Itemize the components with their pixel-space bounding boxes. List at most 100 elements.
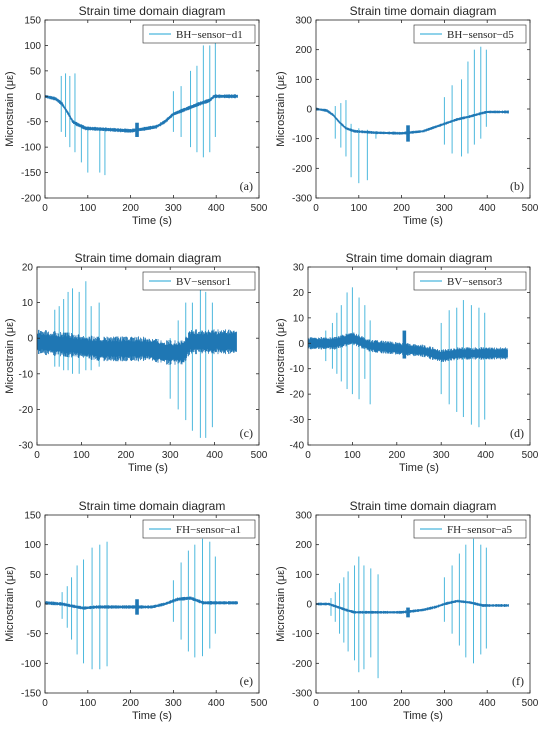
chart-panel: 0 100 200 300 400 500 -200 -150 -100 -50 0 50 100 150… — [4, 4, 268, 227]
x-tick-label: 400 — [206, 450, 223, 461]
chart-title: Strain time domain diagram — [350, 4, 497, 18]
y-tick-label: -40 — [290, 441, 305, 452]
x-tick-label: 0 — [42, 203, 48, 214]
chart-panel: 0 100 200 300 400 500 -30 -20 -10 0 10 20 Strain tim… — [4, 251, 268, 474]
x-axis-label: Time (s) — [403, 710, 443, 722]
legend-box — [142, 24, 256, 44]
y-tick-label: 0 — [35, 600, 41, 611]
y-axis-label: Microstrain (με) — [275, 566, 287, 641]
panel-tag: (d) — [510, 426, 524, 440]
y-tick-label: -50 — [27, 117, 42, 128]
x-tick-label: 100 — [73, 450, 90, 461]
legend-entry: FH−sensor−a5 — [447, 524, 512, 536]
y-tick-label: 50 — [30, 570, 42, 581]
x-tick-label: 200 — [117, 450, 134, 461]
x-axis-label: Time (s) — [132, 710, 172, 722]
x-tick-label: 0 — [42, 698, 48, 709]
y-axis-label: Microstrain (με) — [4, 566, 16, 641]
burst-mark — [406, 125, 410, 142]
y-tick-label: -200 — [21, 194, 41, 205]
axes-frame — [307, 266, 531, 446]
y-tick-label: 20 — [293, 288, 305, 299]
burst-mark — [135, 122, 139, 137]
series-line — [37, 329, 237, 365]
x-tick-label: 500 — [251, 698, 268, 709]
x-tick-label: 200 — [122, 698, 139, 709]
series-line — [45, 94, 238, 133]
plot-data — [45, 538, 238, 670]
x-tick-label: 100 — [350, 203, 367, 214]
x-tick-label: 400 — [208, 698, 225, 709]
plot-data — [308, 287, 508, 428]
legend-entry: FH−sensor−a1 — [176, 524, 241, 536]
x-tick-label: 0 — [305, 450, 311, 461]
y-tick-label: -150 — [21, 168, 41, 179]
legend-box — [413, 519, 527, 539]
x-axis-label: Time (s) — [132, 215, 172, 227]
x-tick-label: 200 — [122, 203, 139, 214]
x-tick-label: 300 — [436, 698, 453, 709]
legend-box — [142, 519, 256, 539]
x-tick-label: 500 — [251, 203, 268, 214]
y-tick-label: -10 — [290, 364, 305, 375]
y-tick-label: 0 — [306, 600, 312, 611]
x-tick-label: 500 — [522, 450, 539, 461]
burst-mark — [402, 330, 407, 359]
y-tick-label: 10 — [22, 298, 34, 309]
axes-frame — [36, 266, 260, 446]
x-axis-label: Time (s) — [399, 462, 439, 474]
chart-title: Strain time domain diagram — [79, 4, 226, 18]
legend-entry: BH−sensor−d5 — [447, 29, 514, 41]
chart-title: Strain time domain diagram — [75, 251, 222, 265]
y-tick-label: 200 — [295, 540, 312, 551]
y-tick-label: -100 — [292, 629, 312, 640]
burst-mark — [406, 607, 410, 618]
x-tick-label: 400 — [479, 698, 496, 709]
chart-title: Strain time domain diagram — [350, 499, 497, 513]
axes-frame — [315, 19, 531, 199]
axes-frame — [44, 19, 260, 199]
burst-mark — [135, 599, 139, 615]
y-tick-label: 100 — [24, 41, 41, 52]
chart-panel: 0 100 200 300 400 500 -300 -200 -100 0 100 200 300 St… — [275, 499, 539, 722]
y-tick-label: 200 — [295, 45, 312, 56]
plot-data — [45, 40, 238, 176]
x-tick-label: 0 — [34, 450, 40, 461]
y-tick-label: 100 — [295, 570, 312, 581]
series-line — [45, 596, 238, 610]
x-tick-label: 100 — [344, 450, 361, 461]
y-tick-label: -200 — [292, 659, 312, 670]
x-tick-label: 500 — [522, 698, 539, 709]
chart-panel: 0 100 200 300 400 500 -40 -30 -20 -10 0 10 20 30 Strai… — [275, 251, 539, 474]
x-tick-label: 300 — [433, 450, 450, 461]
x-axis-label: Time (s) — [128, 462, 168, 474]
y-axis-label: Microstrain (με) — [275, 318, 287, 393]
y-axis-label: Microstrain (με) — [275, 71, 287, 146]
y-tick-label: -20 — [19, 405, 34, 416]
x-tick-label: 300 — [162, 450, 179, 461]
series-line — [316, 599, 509, 614]
y-tick-label: -50 — [27, 629, 42, 640]
chart-title: Strain time domain diagram — [79, 499, 226, 513]
plot-data — [316, 46, 509, 184]
series-line — [316, 107, 509, 135]
y-tick-label: 20 — [22, 263, 34, 274]
y-tick-label: 150 — [24, 511, 41, 522]
chart-panel: 0 100 200 300 400 500 -150 -100 -50 0 50 100 150 Stra… — [4, 499, 268, 722]
legend-box — [142, 271, 256, 291]
y-tick-label: -200 — [292, 164, 312, 175]
panel-tag: (e) — [240, 674, 253, 688]
x-tick-label: 300 — [165, 698, 182, 709]
y-tick-label: -10 — [19, 369, 34, 380]
legend-entry: BV−sensor1 — [176, 276, 231, 288]
x-tick-label: 100 — [79, 203, 96, 214]
y-tick-label: 0 — [298, 339, 304, 350]
y-tick-label: -300 — [292, 194, 312, 205]
panel-tag: (a) — [240, 179, 253, 193]
y-tick-label: 10 — [293, 313, 305, 324]
y-tick-label: 100 — [24, 540, 41, 551]
chart-panel: 0 100 200 300 400 500 -300 -200 -100 0 100 200 300 St… — [275, 4, 539, 227]
plot-data — [316, 538, 509, 679]
legend-entry: BH−sensor−d1 — [176, 29, 243, 41]
x-tick-label: 0 — [313, 698, 319, 709]
